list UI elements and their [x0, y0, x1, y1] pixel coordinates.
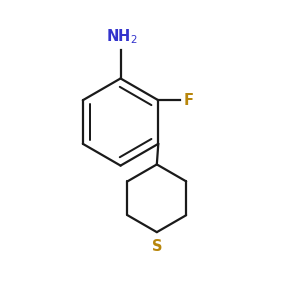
- Text: S: S: [152, 238, 162, 253]
- Text: F: F: [183, 93, 193, 108]
- Text: NH$_2$: NH$_2$: [106, 27, 138, 46]
